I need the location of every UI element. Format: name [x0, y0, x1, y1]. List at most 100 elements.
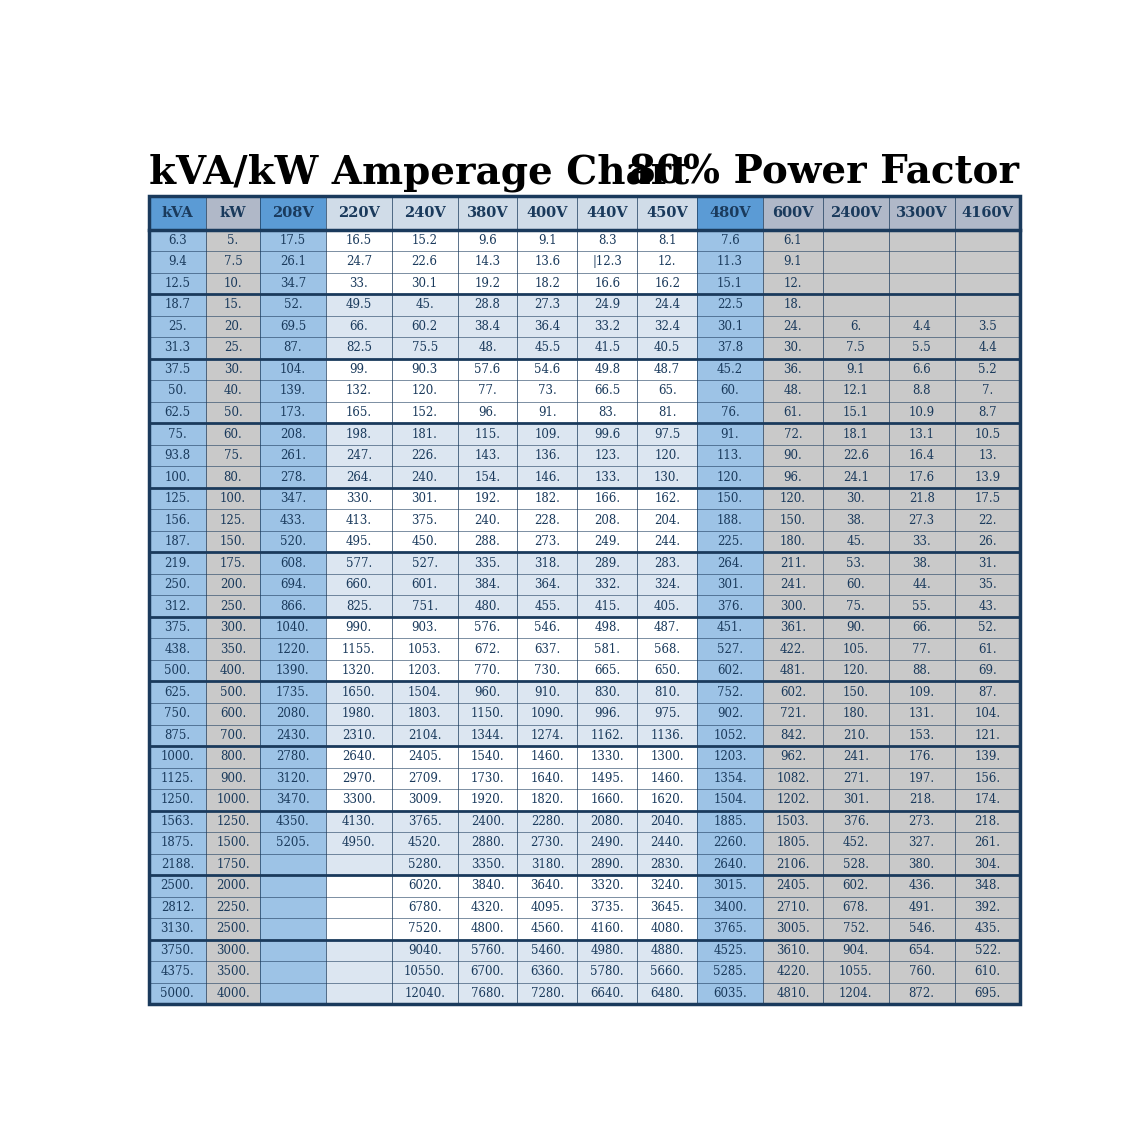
- Bar: [577, 401, 637, 423]
- Bar: [822, 854, 888, 875]
- Text: 153.: 153.: [909, 729, 935, 741]
- Text: 9.1: 9.1: [538, 234, 557, 247]
- Bar: [260, 466, 326, 488]
- Bar: [697, 811, 763, 832]
- Text: 364.: 364.: [534, 578, 560, 591]
- Text: 375.: 375.: [164, 621, 190, 634]
- Text: 6.: 6.: [850, 319, 861, 333]
- Bar: [206, 251, 260, 273]
- Bar: [517, 488, 577, 509]
- Bar: [697, 574, 763, 596]
- Bar: [637, 423, 697, 445]
- Bar: [326, 338, 392, 358]
- Text: 143.: 143.: [475, 449, 500, 462]
- Bar: [763, 358, 822, 380]
- Bar: [954, 401, 1021, 423]
- Text: 49.5: 49.5: [345, 298, 372, 312]
- Text: 166.: 166.: [595, 492, 621, 505]
- Bar: [392, 553, 458, 574]
- Bar: [954, 488, 1021, 509]
- Bar: [392, 445, 458, 466]
- Bar: [260, 961, 326, 982]
- Bar: [392, 939, 458, 961]
- Bar: [637, 897, 697, 919]
- Text: 5.: 5.: [228, 234, 239, 247]
- Bar: [458, 811, 517, 832]
- Text: 3009.: 3009.: [408, 794, 442, 806]
- Text: 105.: 105.: [843, 642, 869, 656]
- Text: 180.: 180.: [780, 536, 806, 548]
- Bar: [888, 897, 954, 919]
- Bar: [637, 681, 697, 703]
- Text: 660.: 660.: [345, 578, 372, 591]
- Bar: [458, 982, 517, 1004]
- Text: 4950.: 4950.: [342, 837, 376, 849]
- Bar: [888, 939, 954, 961]
- Text: 1504.: 1504.: [408, 686, 442, 699]
- Text: 17.5: 17.5: [280, 234, 306, 247]
- Bar: [148, 574, 206, 596]
- Bar: [458, 919, 517, 939]
- Text: 20.: 20.: [223, 319, 243, 333]
- Text: 30.1: 30.1: [716, 319, 743, 333]
- Bar: [206, 445, 260, 466]
- Bar: [206, 531, 260, 553]
- Bar: [392, 380, 458, 401]
- Text: 546.: 546.: [909, 922, 935, 936]
- Bar: [954, 423, 1021, 445]
- Bar: [577, 832, 637, 854]
- Text: 376.: 376.: [716, 599, 743, 613]
- Text: 335.: 335.: [474, 557, 501, 570]
- Bar: [954, 875, 1021, 897]
- Text: 433.: 433.: [280, 514, 306, 526]
- Text: 90.: 90.: [784, 449, 802, 462]
- Text: 156.: 156.: [975, 772, 1000, 785]
- Text: 4525.: 4525.: [713, 944, 747, 957]
- Text: 219.: 219.: [164, 557, 190, 570]
- Bar: [822, 939, 888, 961]
- Text: 875.: 875.: [164, 729, 190, 741]
- Bar: [822, 338, 888, 358]
- Bar: [148, 294, 206, 316]
- Bar: [206, 939, 260, 961]
- Bar: [148, 273, 206, 294]
- Bar: [637, 746, 697, 767]
- Bar: [458, 423, 517, 445]
- Text: 7.: 7.: [982, 384, 993, 398]
- Bar: [260, 789, 326, 811]
- Text: 721.: 721.: [780, 707, 806, 720]
- Bar: [763, 639, 822, 659]
- Bar: [763, 466, 822, 488]
- Bar: [954, 531, 1021, 553]
- Bar: [577, 273, 637, 294]
- Bar: [888, 531, 954, 553]
- Bar: [260, 659, 326, 681]
- Bar: [888, 832, 954, 854]
- Text: 278.: 278.: [280, 471, 306, 483]
- Bar: [954, 617, 1021, 639]
- Text: 60.: 60.: [223, 428, 243, 440]
- Text: 361.: 361.: [780, 621, 806, 634]
- Bar: [206, 811, 260, 832]
- Bar: [954, 338, 1021, 358]
- Bar: [148, 811, 206, 832]
- Text: 200.: 200.: [220, 578, 246, 591]
- Bar: [517, 982, 577, 1004]
- Text: 27.3: 27.3: [909, 514, 935, 526]
- Bar: [392, 982, 458, 1004]
- Bar: [458, 273, 517, 294]
- Bar: [392, 488, 458, 509]
- Text: 96.: 96.: [478, 406, 497, 420]
- Bar: [517, 401, 577, 423]
- Text: 180.: 180.: [843, 707, 869, 720]
- Text: 60.: 60.: [846, 578, 866, 591]
- Text: 22.5: 22.5: [718, 298, 743, 312]
- Bar: [822, 488, 888, 509]
- Text: 694.: 694.: [280, 578, 306, 591]
- Text: 422.: 422.: [780, 642, 806, 656]
- Text: 139.: 139.: [975, 750, 1000, 763]
- Bar: [458, 767, 517, 789]
- Bar: [392, 338, 458, 358]
- Bar: [697, 380, 763, 401]
- Bar: [637, 854, 697, 875]
